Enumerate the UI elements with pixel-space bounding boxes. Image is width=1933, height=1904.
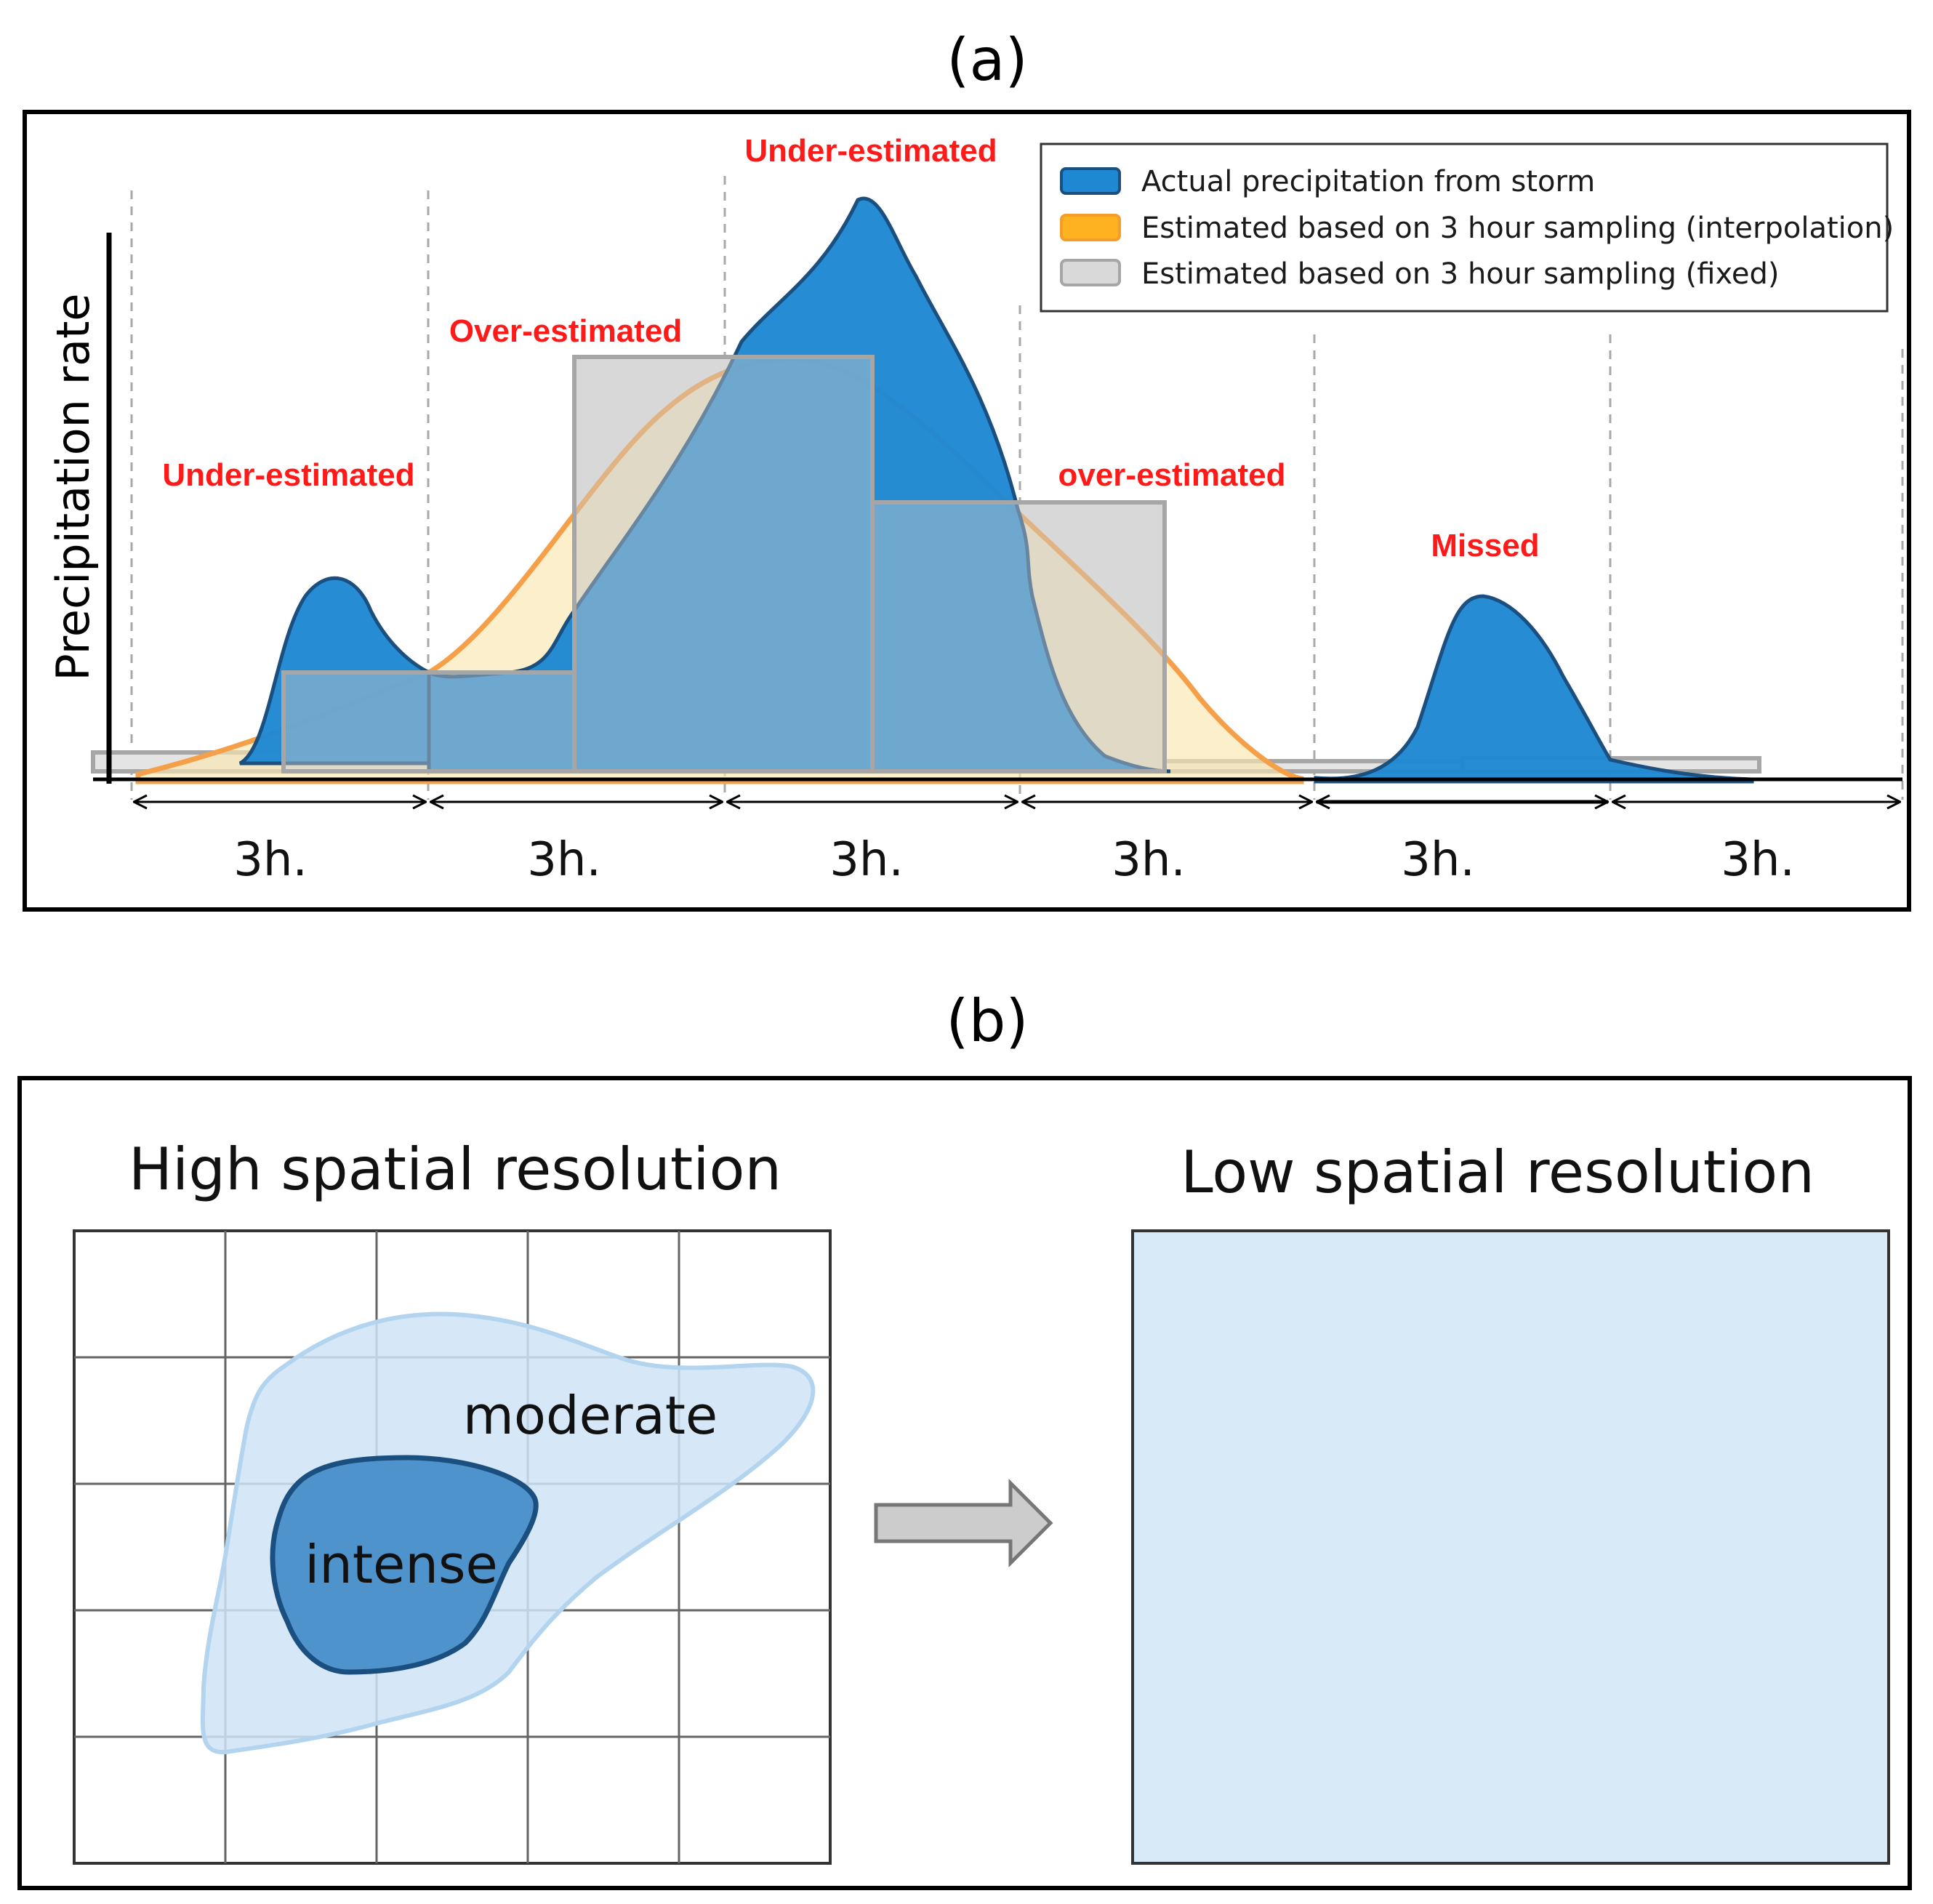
actual-storm-3 [1314,594,1754,784]
right-arrow-icon [874,1478,1053,1568]
moderate-label: moderate [463,1385,718,1446]
legend-swatch-actual [1060,167,1121,195]
legend-swatch-interp [1060,214,1121,241]
interval-label-1: 3h. [233,833,308,887]
interval-label-4: 3h. [1112,833,1186,887]
interval-label-2: 3h. [527,833,601,887]
low-res-title: Low spatial resolution [1181,1138,1815,1206]
interval-label-5: 3h. [1401,833,1475,887]
interval-label-3: 3h. [829,833,904,887]
y-axis-label: Precipitation rate [47,293,100,680]
annotation-over-estimated-1: Over-estimated [449,313,682,349]
annotation-under-estimated-1: Under-estimated [162,457,414,493]
panel-b-label: (b) [946,987,1028,1055]
annotation-missed: Missed [1431,528,1539,563]
fixed-estimate-overlay [281,355,1167,774]
legend-text-interp: Estimated based on 3 hour sampling (inte… [1141,212,1894,245]
interval-label-6: 3h. [1721,833,1795,887]
intense-label: intense [305,1534,498,1595]
low-res-block [1131,1229,1890,1865]
intense-region [270,1455,539,1675]
legend: Actual precipitation from storm Estimate… [1040,142,1894,313]
panel-a-label: (a) [947,26,1027,94]
annotation-over-estimated-2: over-estimated [1058,457,1285,493]
actual-storm-main [427,196,1171,774]
legend-box [1040,142,1889,313]
annotation-under-estimated-2: Under-estimated [744,133,997,169]
legend-swatch-fixed [1060,259,1121,286]
legend-text-actual: Actual precipitation from storm [1141,165,1595,198]
legend-text-fixed: Estimated based on 3 hour sampling (fixe… [1141,257,1780,291]
high-res-title: High spatial resolution [129,1136,781,1203]
